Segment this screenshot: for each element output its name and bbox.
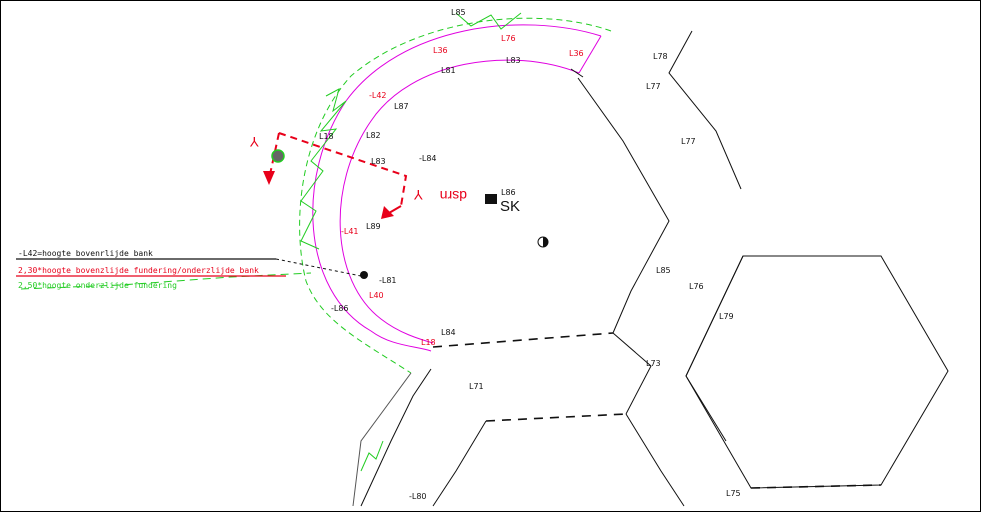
survey-point-half — [543, 237, 548, 247]
label-l18: L18 — [319, 132, 334, 141]
hexagon-bottom-center — [432, 420, 487, 507]
tree-symbol — [271, 149, 285, 163]
label-l85: L85 — [451, 8, 466, 17]
label-red-l76: L76 — [501, 34, 516, 43]
hexagon-bottom-center-right — [625, 413, 685, 507]
dashed-connectors — [432, 332, 882, 489]
green-hatch-top — [455, 12, 522, 30]
label-l82: L82 — [366, 131, 381, 140]
dashed-line-bottom — [485, 413, 627, 422]
dashed-line-center — [432, 332, 614, 348]
label-l84: -L84 — [419, 154, 437, 163]
hexagon-left-edge — [360, 368, 432, 507]
label-l80: -L80 — [409, 492, 427, 501]
label-red-l42: -L42 — [369, 91, 387, 100]
sk-label: SK — [500, 198, 520, 215]
label-red-l41: -L41 — [341, 227, 359, 236]
gray-annotation-line — [352, 372, 412, 507]
label-l81b: -L81 — [379, 276, 397, 285]
label-red-l36b: L36 — [569, 49, 584, 58]
hexagon-center-bottom — [612, 332, 652, 415]
labels-red: L36 L76 L36 -L42 -L41 L40 L18 — [341, 34, 584, 347]
symbols — [271, 149, 549, 279]
legend-leader-black — [275, 258, 362, 277]
section-arrow-right-shaft — [388, 205, 402, 214]
label-l77b: L77 — [681, 137, 696, 146]
label-l84b: L84 — [441, 328, 456, 337]
label-l79: L79 — [719, 312, 734, 321]
label-l83b: L83 — [371, 157, 386, 166]
section-marker-left: Y — [249, 134, 259, 150]
label-red-l40: L40 — [369, 291, 384, 300]
hexagon-center-right-edges — [577, 77, 670, 334]
point-marker — [360, 271, 368, 279]
label-l76: L76 — [689, 282, 704, 291]
green-embankment — [20, 12, 612, 472]
sk-block-icon — [485, 194, 497, 204]
magenta-bank-band — [312, 24, 602, 352]
labels-black: L85 L81 L83 L87 L82 L83 -L84 L89 -L81 -L… — [319, 8, 741, 501]
label-l81: L81 — [441, 66, 456, 75]
section-label: dsrn — [440, 188, 467, 204]
legend-text-red: 2,30*hoogte bovenzlijde fundering/onderz… — [18, 266, 259, 275]
section-arrow-left — [263, 171, 275, 185]
section-marker-right: Y — [413, 187, 423, 203]
legend-text-black: -L42=hoogte bovenrlijde bank — [18, 249, 153, 258]
label-l87: L87 — [394, 102, 409, 111]
green-leader-line — [20, 272, 312, 290]
endpoint-markers — [570, 68, 584, 78]
legend-lines — [16, 258, 362, 277]
magenta-outer-curve — [312, 24, 602, 352]
green-outer-dashed-curve — [299, 17, 612, 374]
label-l83: L83 — [506, 56, 521, 65]
section-dashed-path — [278, 132, 408, 207]
label-l78: L78 — [653, 52, 668, 61]
endpoint-tick — [570, 68, 584, 78]
hexagon-top-right-small — [668, 30, 742, 190]
hexagon-outlines — [360, 30, 949, 507]
magenta-end-top — [578, 35, 602, 74]
label-red-l36: L36 — [433, 46, 448, 55]
dashed-line-right — [750, 484, 882, 489]
label-l71: L71 — [469, 382, 484, 391]
label-l73: L73 — [646, 359, 661, 368]
section-line — [263, 132, 408, 219]
label-l89: L89 — [366, 222, 381, 231]
label-l77: L77 — [646, 82, 661, 91]
label-red-l18: L18 — [421, 338, 436, 347]
legend-text-green: 2,50*hoogte onderzlijde fundering — [18, 281, 177, 290]
label-l75: L75 — [726, 489, 741, 498]
section-arrow-right — [381, 206, 394, 219]
green-hatch-bottom — [360, 440, 384, 472]
green-hatch-left — [300, 88, 347, 250]
sk-small-label: L86 — [501, 188, 516, 197]
hexagon-right-large — [685, 255, 949, 489]
label-l86: -L86 — [331, 304, 349, 313]
magenta-inner-curve — [339, 59, 580, 344]
label-l85b: L85 — [656, 266, 671, 275]
